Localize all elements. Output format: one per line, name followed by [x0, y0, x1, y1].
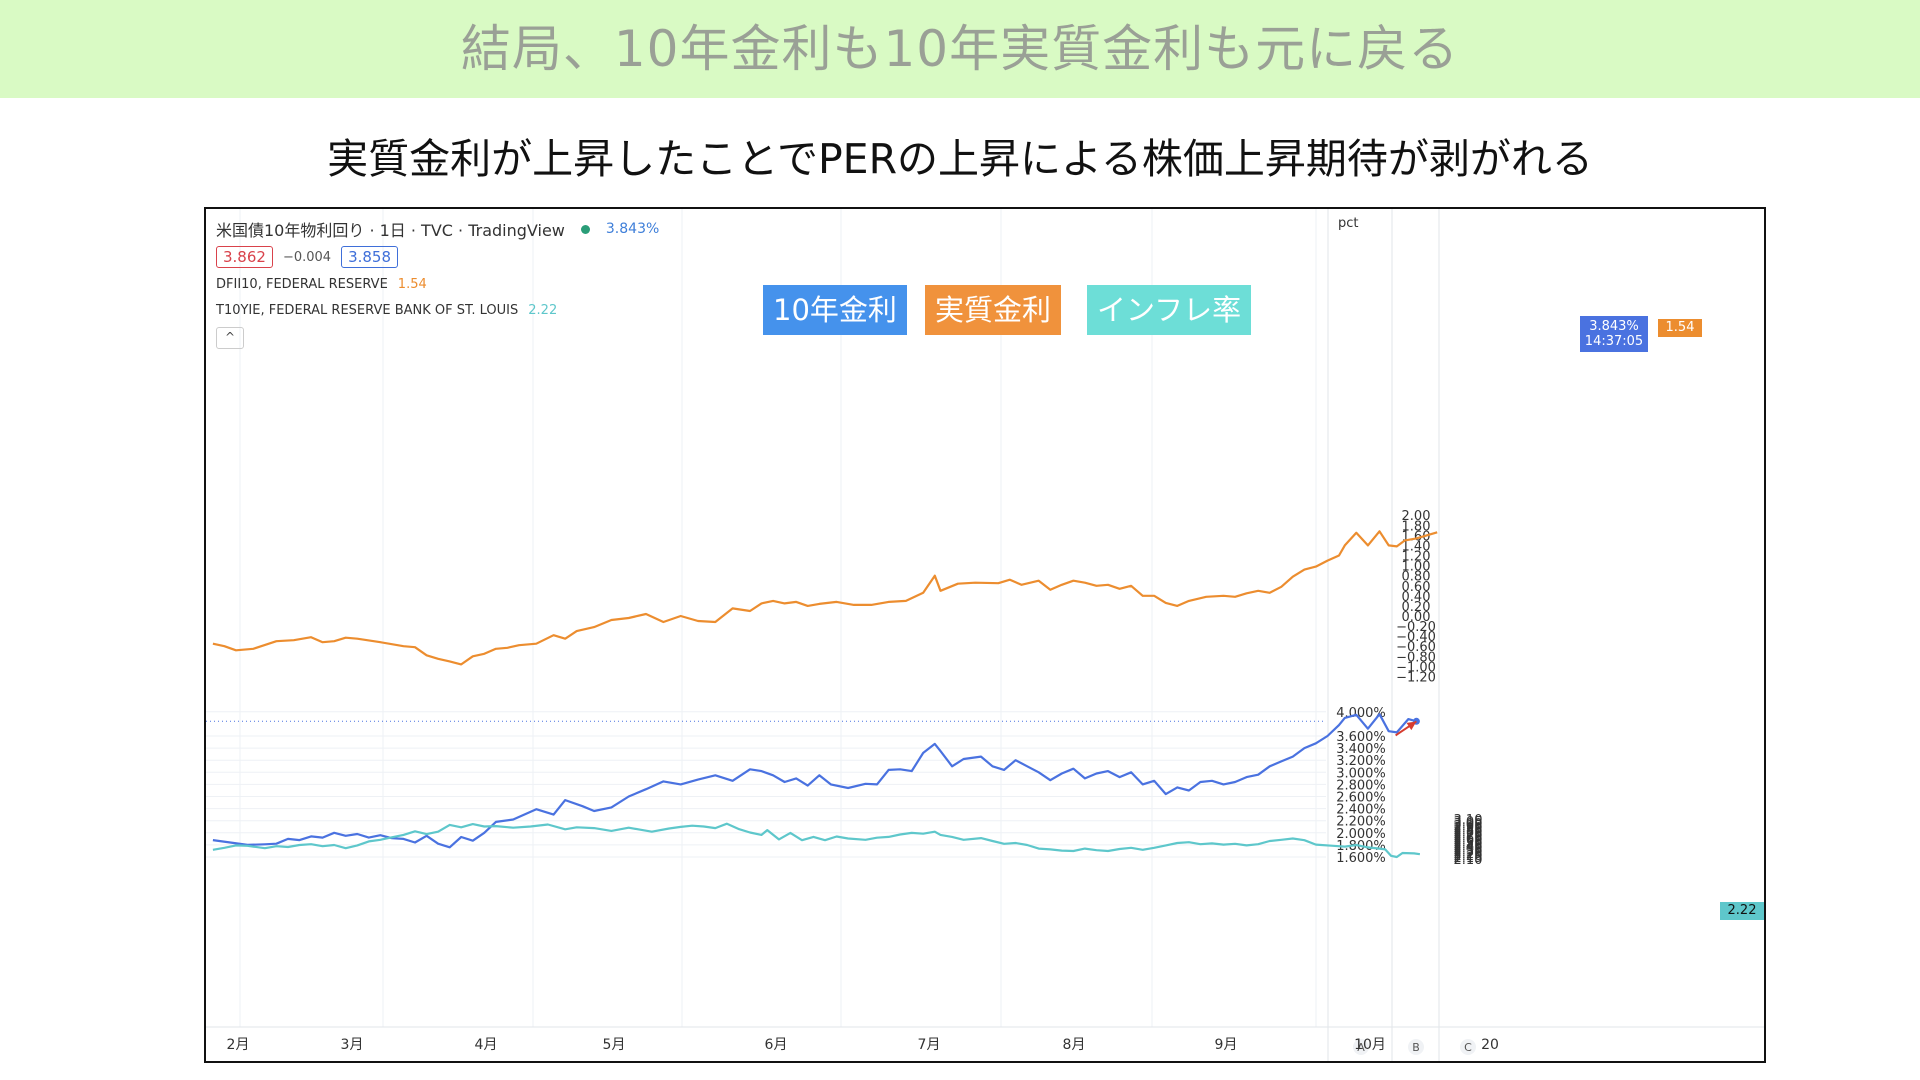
axis-B-tick-4: −0.40	[1396, 630, 1436, 645]
axis-A-tick-0: 1.600%	[1336, 851, 1386, 866]
axis-C-button: C	[1464, 1041, 1472, 1054]
last-price: 3.843%	[605, 221, 660, 237]
axis-C-tick-5: 2.35	[1454, 843, 1483, 858]
axis-C-tick-8: 2.50	[1454, 837, 1483, 852]
series-dfii10-value: 1.54	[397, 276, 427, 292]
axis-A-button: A	[1357, 1041, 1365, 1054]
x-tick-6: 8月	[1063, 1037, 1086, 1053]
axis-B-tick-11: 1.00	[1402, 560, 1431, 575]
axis-A-tick-9: 3.400%	[1336, 742, 1386, 757]
axis-A-button-bg	[1353, 1039, 1369, 1055]
axis-B-button: B	[1412, 1041, 1420, 1054]
x-tick-0: 2月	[227, 1037, 250, 1053]
axis-C-tick-4: 2.30	[1454, 845, 1483, 860]
x-tick-9: 20	[1481, 1037, 1499, 1053]
axis-B-tick-3: −0.60	[1396, 640, 1436, 655]
axis-A-tick-3: 2.200%	[1336, 815, 1386, 830]
axis-B-tick-15: 1.80	[1402, 519, 1431, 534]
axis-C-tick-12: 2.70	[1454, 829, 1483, 844]
axis-C-tick-9: 2.55	[1454, 835, 1483, 850]
legend-collapse-button[interactable]: ^	[216, 327, 244, 349]
axis-unit-label: pct	[1338, 216, 1359, 231]
market-status-dot	[580, 224, 590, 234]
series-dfii10-label[interactable]: DFII10, FEDERAL RESERVE	[216, 276, 388, 292]
series-t10yie-label[interactable]: T10YIE, FEDERAL RESERVE BANK OF ST. LOUI…	[216, 302, 519, 318]
axis-A-tick-7: 3.000%	[1336, 766, 1386, 781]
axis-B-tick-10: 0.80	[1402, 570, 1431, 585]
price-change: −0.004	[282, 249, 332, 265]
chart-canvas[interactable]: 1.600%1.800%2.000%2.200%2.400%2.600%2.80…	[206, 209, 1764, 1061]
axis-B-tick-13: 1.40	[1402, 539, 1431, 554]
bid-box[interactable]: 3.862	[216, 246, 273, 268]
axis-C-button-bg	[1460, 1039, 1476, 1055]
axis-B-tick-1: −1.00	[1396, 660, 1436, 675]
symbol-title[interactable]: 米国債10年物利回り · 1日 · TVC · TradingView	[216, 221, 565, 240]
axis-C-tick-16: 2.90	[1454, 821, 1483, 836]
trend-arrow-head	[1406, 721, 1417, 731]
chart-frame: 1.600% 1.800% 2.000% 2.200% 2.400% 2.600% 2.80…	[204, 207, 1766, 1063]
series-line-real	[212, 530, 1438, 666]
price-tag-nominal: 3.843% 14:37:05	[1580, 316, 1648, 352]
x-tick-1: 3月	[341, 1037, 364, 1053]
axis-C-tick-19: 3.05	[1454, 815, 1483, 830]
axis-A-tick-2: 2.000%	[1336, 827, 1386, 842]
axis-C-tick-18: 3.00	[1454, 817, 1483, 832]
axis-C-tick-17: 2.95	[1454, 819, 1483, 834]
axis-C-tick-1: 2.15	[1454, 851, 1483, 866]
x-tick-3: 5月	[603, 1037, 626, 1053]
price-tag-real: 1.54	[1658, 319, 1702, 337]
axis-B-tick-7: 0.20	[1402, 600, 1431, 615]
title-banner: 結局、10年金利も10年実質金利も元に戻る	[0, 0, 1920, 98]
axis-C-tick-3: 2.25	[1454, 847, 1483, 862]
series-line-inflation	[212, 822, 1421, 859]
axis-C-tick-0: 2.10	[1454, 853, 1483, 868]
axis-B-tick-2: −0.80	[1396, 650, 1436, 665]
axis-B-tick-12: 1.20	[1402, 550, 1431, 565]
label-real-rate: 実質金利	[925, 285, 1062, 335]
axis-B-tick-5: −0.20	[1396, 620, 1436, 635]
axis-B-button-bg	[1408, 1039, 1424, 1055]
series-t10yie-value: 2.22	[528, 302, 558, 318]
axis-C-tick-20: 3.10	[1454, 813, 1483, 828]
price-tag-inflation: 2.22	[1720, 902, 1764, 920]
axis-B-tick-8: 0.40	[1402, 590, 1431, 605]
label-inflation-rate: インフレ率	[1087, 285, 1252, 335]
axis-C-tick-15: 2.85	[1454, 823, 1483, 838]
axis-B-tick-0: −1.20	[1396, 670, 1436, 685]
label-nominal-rate: 10年金利	[763, 285, 907, 335]
price-tag-nominal-time: 14:37:05	[1584, 334, 1644, 349]
axis-A-tick-5: 2.600%	[1336, 791, 1386, 806]
axis-B-tick-9: 0.60	[1402, 580, 1431, 595]
axis-C-tick-14: 2.80	[1454, 825, 1483, 840]
axis-C-tick-7: 2.45	[1454, 839, 1483, 854]
series-line-nominal	[212, 713, 1417, 849]
banner-title: 結局、10年金利も10年実質金利も元に戻る	[460, 20, 1460, 78]
axis-A-tick-8: 3.200%	[1336, 754, 1386, 769]
axis-A-tick-4: 2.400%	[1336, 803, 1386, 818]
axis-C-tick-6: 2.40	[1454, 841, 1483, 856]
x-tick-8: 10月	[1354, 1037, 1386, 1053]
axis-C-tick-13: 2.75	[1454, 827, 1483, 842]
x-tick-5: 7月	[918, 1037, 941, 1053]
slide-subtitle: 実質金利が上昇したことでPERの上昇による株価上昇期待が剥がれる	[327, 135, 1593, 183]
axis-A-tick-6: 2.800%	[1336, 778, 1386, 793]
axis-B-tick-16: 2.00	[1402, 509, 1431, 524]
axis-C-tick-2: 2.20	[1454, 849, 1483, 864]
x-tick-7: 9月	[1215, 1037, 1238, 1053]
axis-B-tick-6: 0.00	[1402, 610, 1431, 625]
x-tick-4: 6月	[765, 1037, 788, 1053]
chart-legend: 米国債10年物利回り · 1日 · TVC · TradingView 3.84…	[216, 215, 659, 349]
price-tag-nominal-value: 3.843%	[1589, 319, 1639, 334]
ask-box[interactable]: 3.858	[341, 246, 399, 268]
axis-A-tick-10: 3.600%	[1336, 730, 1386, 745]
axis-C-tick-10: 2.60	[1454, 833, 1483, 848]
x-tick-2: 4月	[475, 1037, 498, 1053]
axis-C-tick-11: 2.65	[1454, 831, 1483, 846]
